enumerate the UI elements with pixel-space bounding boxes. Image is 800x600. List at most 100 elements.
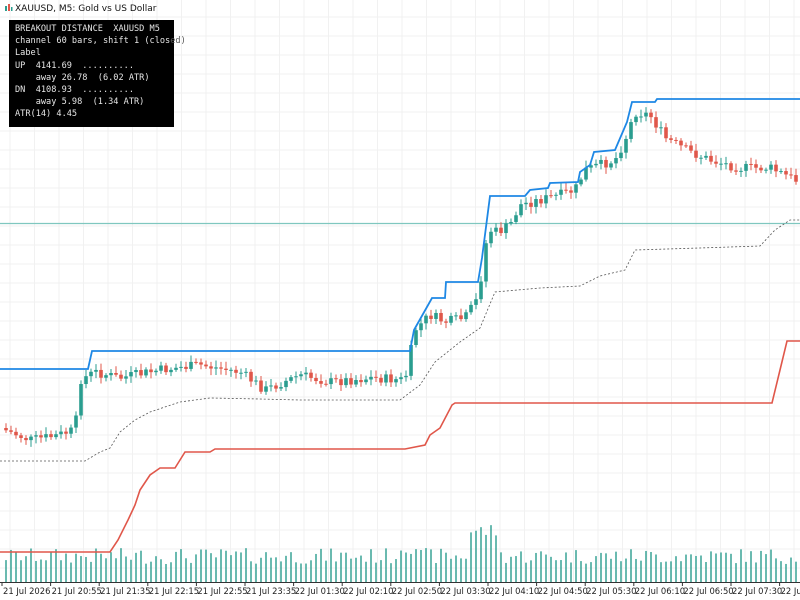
volume-bar [515,556,517,582]
panel-atr-line: ATR(14) 4.45 [15,109,78,120]
panel-dn-line: DN 4108.93 .......... [15,85,134,96]
candle-body [684,145,688,147]
candle-body [54,434,58,438]
volume-bar [140,550,142,582]
candle-body [159,365,163,371]
candle-body [669,138,673,140]
time-tick-label: 22 Jul 02:10 [343,586,393,596]
candle-body [704,155,708,158]
volume-bar [655,554,657,582]
volume-bar [135,552,137,582]
candle-body [694,150,698,158]
volume-bar [55,549,57,582]
volume-bar [675,556,677,582]
panel-up-line: UP 4141.69 .......... [15,60,134,71]
candle-body [494,227,498,232]
candle-body [734,170,738,172]
volume-bar [495,535,497,582]
volume-bar [95,548,97,582]
volume-bar [605,553,607,582]
candle-body [324,383,328,385]
candle-body [164,365,168,373]
volume-bar [755,562,757,582]
candle-body [654,117,658,128]
volume-bar [405,552,407,582]
candle-body [139,370,143,376]
volume-bar [710,551,712,582]
volume-bar [310,560,312,582]
volume-bar [295,562,297,582]
candle-body [739,170,743,172]
window-title: XAUUSD, M5: Gold vs US Dollar [4,3,157,14]
channel-lines [0,98,800,553]
volume-bar [595,556,597,582]
candle-body [349,378,353,385]
volume-bar [660,562,662,582]
volume-bar [450,558,452,582]
volume-bar [770,549,772,582]
volume-bar [190,562,192,582]
candle-body [279,387,283,389]
volume-bar [320,548,322,582]
time-tick-label: 22 Jul 02:50 [392,586,442,596]
volume-bar [715,553,717,582]
volume-bar [115,558,117,582]
candle-body [99,369,103,378]
volume-bar [460,558,462,582]
volume-bar [360,555,362,582]
candle-body [774,164,778,172]
candle-body [759,167,763,171]
candle-body [234,369,238,373]
volume-bar [185,558,187,582]
panel-header: BREAKOUT DISTANCE XAUUSD M5 [15,24,160,34]
volume-bar [415,549,417,582]
volume-bar [215,557,217,582]
candle-body [504,223,508,234]
candle-body [699,157,703,159]
candle-body [114,372,118,375]
volume-bar [440,548,442,582]
time-tick-label: 22 Jul 04:50 [538,586,588,596]
candle-body [549,195,553,197]
volume-bar [395,559,397,582]
candle-body [439,312,443,322]
volume-bar [430,549,432,582]
time-tick-label: 21 Jul 22:55 [197,586,247,596]
volume-bar [695,555,697,582]
volume-bar [700,555,702,582]
volume-bar [580,561,582,582]
candle-body [59,431,63,435]
volume-bar [670,561,672,582]
volume-bar [30,548,32,582]
panel-label: Label [15,48,41,59]
candle-body [639,116,643,118]
candle-body [424,315,428,324]
candle-body [389,374,393,383]
candle-body [674,139,678,141]
candle-body [394,379,398,383]
volume-bar [690,554,692,582]
volume-bar [170,562,172,582]
volume-bar [720,552,722,582]
candle-body [169,369,173,373]
candle-body [399,377,403,380]
candle-body [259,380,263,392]
volume-bar [420,550,422,582]
volume-bar [15,551,17,582]
volume-bar [535,552,537,582]
candle-body [29,436,33,441]
volume-bar [560,560,562,582]
candle-body [649,112,653,118]
volume-bar [200,549,202,582]
candle-body [529,202,533,207]
chart-icon [5,4,13,11]
candle-body [184,366,188,369]
candle-body [534,199,538,207]
candle-body [274,385,278,389]
volume-bar [180,549,182,582]
candle-body [124,376,128,379]
volume-bar [490,525,492,582]
volume-bar [525,562,527,582]
volume-bar [335,561,337,582]
